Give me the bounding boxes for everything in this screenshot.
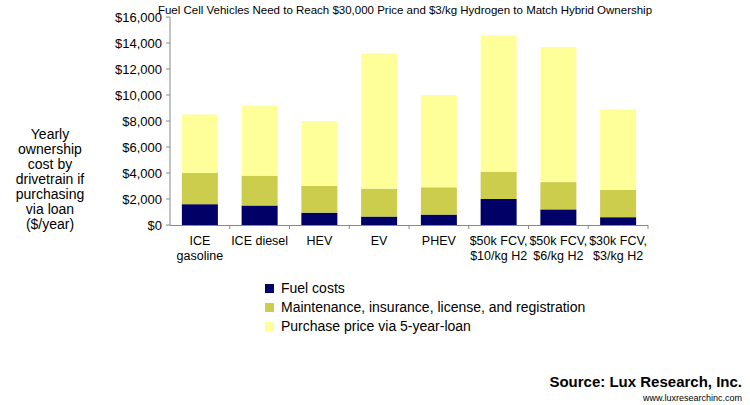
x-tick <box>229 225 230 229</box>
bar-segment <box>600 109 636 190</box>
source: Source: Lux Research, Inc. <box>549 373 742 390</box>
text-line: Yearly <box>31 126 69 142</box>
bar-segment <box>182 173 218 204</box>
text-line: gasoline <box>177 249 224 263</box>
text-line: ownership <box>18 141 82 157</box>
bar-segment <box>600 190 636 217</box>
bar-segment <box>421 95 457 187</box>
text-line: $30k FCV, <box>589 234 647 248</box>
text-line: EV <box>371 234 388 248</box>
y-tick <box>166 17 170 18</box>
x-tick-label: $30k FCV,$3/kg H2 <box>589 234 647 263</box>
x-tick <box>648 225 649 229</box>
chart: Fuel Cell Vehicles Need to Reach $30,000… <box>0 0 750 405</box>
x-tick-label: PHEV <box>422 234 457 248</box>
bar-segment <box>361 217 397 225</box>
y-tick-label: $14,000 <box>115 36 162 51</box>
y-tick-label: $0 <box>148 218 162 233</box>
y-tick-label: $2,000 <box>122 192 162 207</box>
x-tick <box>349 225 350 229</box>
text-line: ($/year) <box>26 216 74 232</box>
x-tick-label: $50k FCV,$6/kg H2 <box>529 234 587 263</box>
bar-segment <box>182 115 218 174</box>
y-tick-label: $6,000 <box>122 140 162 155</box>
text-line: cost by <box>28 156 72 172</box>
bar-segment <box>481 35 517 172</box>
bar-segment <box>421 187 457 214</box>
text-line: purchasing <box>16 186 85 202</box>
x-tick-label: HEV <box>307 234 333 248</box>
legend-swatch <box>265 284 274 293</box>
bar-segment <box>600 217 636 225</box>
legend-label: Purchase price via 5-year-loan <box>281 318 471 334</box>
bar-segment <box>361 53 397 188</box>
y-tick <box>166 173 170 174</box>
y-tick-label: $8,000 <box>122 114 162 129</box>
bar-segment <box>481 199 517 225</box>
y-tick-label: $4,000 <box>122 166 162 181</box>
text-line: drivetrain if <box>16 171 85 187</box>
bar-segment <box>301 186 337 213</box>
y-tick <box>166 95 170 96</box>
bar-segment <box>242 105 278 175</box>
bar-segment <box>540 209 576 225</box>
x-tick-label: EV <box>371 234 388 248</box>
text-line: $50k FCV, <box>470 234 528 248</box>
text-line: $6/kg H2 <box>533 249 583 263</box>
text-line: via loan <box>26 201 74 217</box>
title: Fuel Cell Vehicles Need to Reach $30,000… <box>158 4 652 16</box>
y-tick <box>166 121 170 122</box>
bar-segment <box>540 47 576 182</box>
bar-segment <box>242 206 278 226</box>
x-tick <box>289 225 290 229</box>
x-tick <box>528 225 529 229</box>
y-tick <box>166 43 170 44</box>
text-line: $3/kg H2 <box>593 249 643 263</box>
y-tick <box>166 147 170 148</box>
y-tick <box>166 199 170 200</box>
bar-segment <box>182 204 218 225</box>
bar-segment <box>301 121 337 186</box>
x-tick <box>588 225 589 229</box>
text-line: ICE diesel <box>231 234 288 248</box>
bar-segment <box>361 189 397 217</box>
x-tick <box>468 225 469 229</box>
bar-segment <box>242 176 278 206</box>
bar-segment <box>421 215 457 225</box>
y-tick <box>166 225 170 226</box>
bar-segment <box>481 172 517 199</box>
bar-segment <box>540 182 576 209</box>
text-line: $50k FCV, <box>529 234 587 248</box>
x-tick-label: ICE diesel <box>231 234 288 248</box>
source-url: www.luxresearchinc.com <box>642 393 742 403</box>
legend-swatch <box>265 322 274 331</box>
x-tick <box>409 225 410 229</box>
text-line: $10/kg H2 <box>470 249 527 263</box>
y-axis-label: Yearlyownershipcost bydrivetrain ifpurch… <box>16 126 85 232</box>
y-tick-label: $12,000 <box>115 62 162 77</box>
x-tick-label: ICEgasoline <box>177 234 224 263</box>
legend-label: Maintenance, insurance, license, and reg… <box>281 299 585 315</box>
y-tick <box>166 69 170 70</box>
text-line: PHEV <box>422 234 457 248</box>
bar-segment <box>301 213 337 225</box>
y-tick-label: $16,000 <box>115 10 162 25</box>
text-line: HEV <box>307 234 333 248</box>
text-line: ICE <box>189 234 210 248</box>
x-tick-label: $50k FCV,$10/kg H2 <box>470 234 528 263</box>
legend-swatch <box>265 303 274 312</box>
y-tick-label: $10,000 <box>115 88 162 103</box>
legend-label: Fuel costs <box>281 280 345 296</box>
